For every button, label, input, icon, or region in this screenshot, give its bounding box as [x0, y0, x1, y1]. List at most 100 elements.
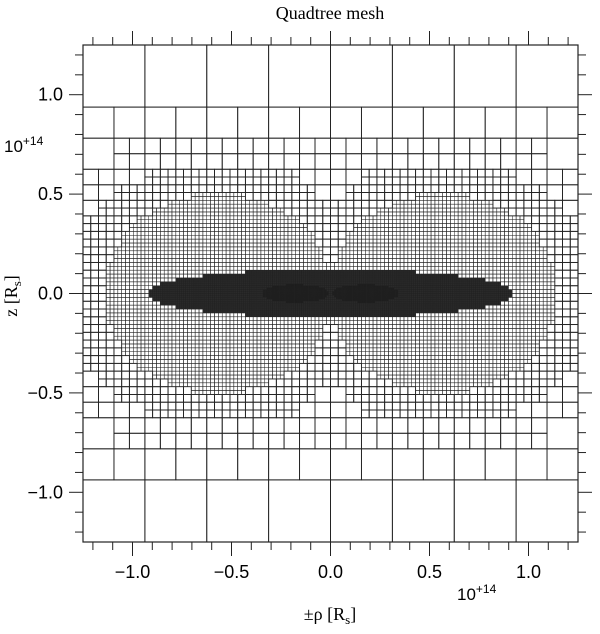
mesh-cell [365, 279, 368, 283]
mesh-cell [337, 277, 341, 281]
mesh-cell [218, 262, 223, 267]
mesh-cell [430, 285, 434, 288]
mesh-cell [432, 287, 436, 290]
mesh-cell [426, 283, 430, 286]
mesh-cell [183, 283, 186, 286]
mesh-cell [175, 176, 184, 186]
mesh-cell [496, 254, 501, 259]
mesh-cell [136, 285, 142, 290]
mesh-cell [492, 285, 496, 288]
mesh-cell [465, 281, 469, 285]
mesh-cell [357, 254, 362, 259]
mesh-cell [221, 283, 225, 286]
mesh-cell [307, 271, 310, 275]
mesh-cell [171, 242, 177, 248]
mesh-cell [436, 287, 440, 290]
mesh-cell [428, 273, 432, 277]
mesh-cell [477, 289, 480, 292]
mesh-cell [125, 273, 130, 279]
mesh-cell [272, 275, 275, 279]
mesh-cell [477, 281, 480, 285]
mesh-cell [500, 184, 509, 193]
mesh-cell [256, 235, 262, 240]
mesh-cell [218, 269, 223, 275]
mesh-cell [430, 192, 436, 197]
mesh-cell [388, 238, 393, 244]
mesh-cell [409, 271, 412, 275]
mesh-cell [210, 287, 213, 290]
mesh-cell [407, 289, 411, 292]
mesh-cell [512, 227, 517, 232]
mesh-cell [562, 184, 579, 201]
mesh-cell [221, 192, 227, 197]
mesh-cell [198, 287, 202, 290]
mesh-cell [254, 279, 258, 283]
mesh-cell [204, 289, 207, 292]
mesh-cell [409, 281, 412, 285]
mesh-cell [430, 246, 436, 252]
mesh-cell [144, 219, 149, 224]
mesh-cell [481, 269, 486, 275]
mesh-cell [225, 279, 229, 283]
mesh-cell [434, 219, 440, 224]
mesh-cell [152, 254, 157, 259]
mesh-cell [307, 231, 312, 236]
mesh-cell [446, 203, 451, 209]
mesh-cell [353, 238, 358, 244]
mesh-cell [438, 207, 443, 213]
mesh-cell [223, 281, 227, 285]
mesh-cell [376, 199, 386, 209]
mesh-cell [376, 258, 382, 263]
mesh-cell [384, 199, 393, 209]
mesh-cell [407, 207, 412, 213]
mesh-cell [239, 291, 242, 294]
mesh-cell [320, 279, 324, 283]
mesh-cell [241, 219, 246, 224]
mesh-cell [442, 273, 445, 277]
mesh-cell [187, 273, 192, 279]
mesh-cell [136, 223, 142, 228]
mesh-cell [245, 235, 250, 240]
mesh-cell [175, 250, 180, 255]
mesh-cell [179, 227, 184, 232]
mesh-cell [504, 281, 509, 286]
mesh-cell [457, 200, 463, 205]
mesh-cell [179, 269, 184, 275]
mesh-cell [210, 196, 215, 201]
mesh-cell [206, 246, 211, 252]
mesh-cell [554, 199, 563, 209]
mesh-cell [388, 215, 393, 220]
mesh-cell [380, 273, 383, 277]
mesh-cell [252, 168, 262, 178]
mesh-cell [144, 273, 149, 279]
mesh-cell [465, 203, 470, 209]
mesh-cell [125, 235, 130, 240]
mesh-cell [314, 281, 318, 285]
mesh-cell [225, 246, 231, 252]
mesh-cell [156, 269, 161, 275]
mesh-cell [223, 289, 227, 292]
mesh-cell [256, 279, 260, 283]
mesh-cell [392, 277, 395, 281]
mesh-cell [152, 262, 157, 267]
mesh-cell [341, 281, 345, 285]
mesh-cell [423, 203, 428, 209]
mesh-cell [202, 273, 206, 277]
mesh-cell [233, 219, 238, 224]
mesh-cell [365, 262, 370, 267]
mesh-cell [492, 199, 502, 209]
mesh-cell [330, 279, 333, 283]
mesh-cell [314, 266, 320, 271]
mesh-cell [490, 291, 494, 294]
mesh-cell [191, 192, 196, 197]
mesh-cell [430, 254, 436, 259]
mesh-cell [506, 289, 509, 292]
mesh-cell [481, 287, 484, 290]
mesh-cell [411, 258, 416, 263]
mesh-cell [434, 279, 438, 283]
mesh-cell [276, 266, 281, 271]
mesh-cell [392, 215, 397, 220]
mesh-cell [252, 281, 256, 285]
mesh-cell [287, 273, 291, 277]
mesh-cell [488, 203, 494, 209]
